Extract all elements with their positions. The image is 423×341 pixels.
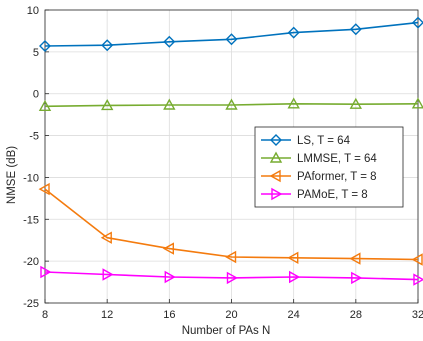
y-tick-label: -15 — [23, 214, 39, 226]
series-line — [44, 102, 419, 108]
data-point — [225, 33, 238, 46]
y-tick-label: -20 — [23, 256, 39, 268]
data-point — [349, 252, 361, 265]
x-axis-label: Number of PAs N — [182, 325, 271, 337]
data-point — [163, 35, 176, 48]
data-point — [162, 242, 175, 255]
data-point — [38, 99, 52, 112]
data-point — [101, 98, 114, 111]
legend-marker — [271, 187, 283, 201]
x-tick-label: 28 — [350, 309, 362, 321]
data-point — [225, 250, 237, 264]
series-line — [44, 271, 419, 281]
x-tick-label: 20 — [225, 309, 237, 321]
data-point — [40, 265, 52, 279]
legend-item: PAformer, T = 8 — [261, 169, 377, 183]
series-line — [44, 21, 419, 47]
data-point — [287, 97, 300, 109]
series-group — [38, 16, 423, 286]
data-point — [38, 182, 50, 196]
legend: LS, T = 64 LMMSE, T = 64 PAformer, T = 8 PA… — [254, 126, 404, 208]
data-point — [351, 271, 363, 285]
x-tick-label: 24 — [288, 309, 300, 321]
legend-item: LS, T = 64 — [261, 134, 351, 147]
series-2 — [38, 182, 423, 266]
series-1 — [38, 97, 423, 112]
data-point — [225, 98, 238, 110]
y-axis-label: NMSE (dB) — [6, 146, 18, 204]
y-tick-label: -5 — [29, 131, 39, 143]
data-point — [102, 268, 114, 281]
data-point — [289, 270, 301, 284]
data-point — [163, 98, 176, 110]
series-line — [44, 188, 419, 261]
data-point — [349, 23, 362, 36]
y-tick-label: 10 — [27, 5, 39, 17]
legend-item: LMMSE, T = 64 — [261, 151, 377, 165]
data-point — [101, 39, 114, 52]
x-tick-label: 8 — [42, 309, 48, 321]
legend-label: LMMSE, T = 64 — [297, 153, 377, 165]
x-tick-label: 12 — [101, 309, 113, 321]
y-tick-label: 5 — [33, 47, 39, 59]
legend-label: PAMoE, T = 8 — [297, 189, 368, 201]
x-tick-label: 16 — [163, 309, 175, 321]
legend-label: LS, T = 64 — [297, 135, 351, 147]
data-point — [349, 97, 362, 109]
data-point — [287, 251, 299, 264]
legend-label: PAformer, T = 8 — [297, 171, 377, 183]
data-point — [412, 16, 423, 29]
data-point — [411, 97, 423, 109]
data-point — [226, 271, 238, 285]
legend-item: PAMoE, T = 8 — [261, 187, 368, 201]
y-tick-label: -10 — [23, 172, 39, 184]
data-point — [100, 231, 112, 244]
axis-ticks: 8 12 16 20 24 28 32 10 5 0 -5 -10 -15 -20 -25 — [23, 5, 423, 321]
series-3 — [40, 265, 423, 286]
legend-marker — [269, 169, 281, 183]
data-point — [39, 40, 51, 52]
legend-marker — [269, 151, 283, 163]
y-tick-label: 0 — [33, 89, 39, 101]
series-0 — [39, 16, 423, 52]
legend-marker — [270, 134, 282, 146]
data-point — [287, 26, 300, 39]
data-point — [164, 270, 176, 284]
y-tick-label: -25 — [23, 298, 39, 310]
data-point — [411, 253, 423, 266]
data-point — [413, 273, 423, 286]
x-tick-label: 32 — [412, 309, 423, 321]
